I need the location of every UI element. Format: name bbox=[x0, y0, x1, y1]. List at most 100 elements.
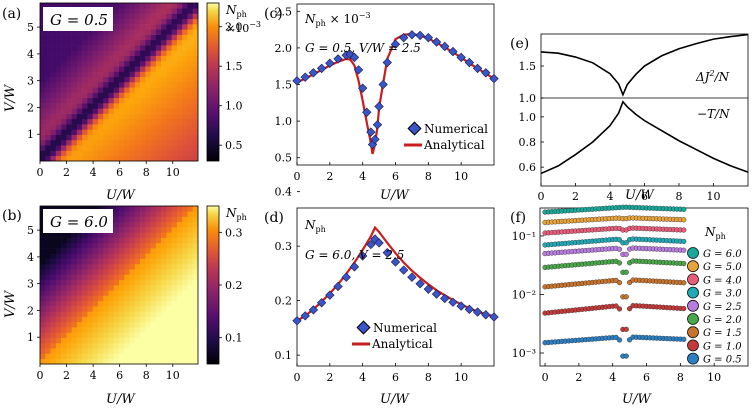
heatmap-cell bbox=[145, 232, 151, 238]
heatmap-cell bbox=[134, 97, 141, 104]
heatmap-cell bbox=[66, 242, 72, 249]
heatmap-cell bbox=[55, 342, 62, 349]
heatmap-cell bbox=[61, 321, 67, 328]
heatmap-cell bbox=[134, 60, 141, 67]
numerical-point bbox=[357, 251, 368, 261]
heatmap-cell bbox=[82, 258, 88, 265]
x-tick-label: 10 bbox=[166, 369, 180, 382]
heatmap-cell bbox=[182, 76, 188, 83]
heatmap-cell bbox=[119, 290, 125, 296]
heatmap-cell bbox=[150, 321, 157, 328]
heatmap-cell bbox=[119, 327, 125, 333]
y-tick-label: 0.1 bbox=[275, 349, 293, 362]
heatmap-cell bbox=[40, 295, 46, 302]
heatmap-cell bbox=[71, 311, 78, 317]
heatmap-cell bbox=[171, 8, 178, 14]
heatmap-cell bbox=[150, 8, 157, 14]
heatmap-cell bbox=[182, 8, 188, 14]
heatmap-cell bbox=[155, 3, 162, 9]
heatmap-cell bbox=[92, 279, 99, 286]
heatmap-cell bbox=[171, 263, 178, 270]
heatmap-cell bbox=[82, 274, 88, 281]
heatmap-cell bbox=[71, 55, 78, 62]
heatmap-cell bbox=[129, 348, 136, 354]
heatmap-cell bbox=[103, 34, 109, 41]
heatmap-cell bbox=[124, 311, 130, 317]
heatmap-cell bbox=[55, 232, 62, 238]
legend-f: G = 6.0G = 5.0G = 4.0G = 3.0G = 2.5G = 2… bbox=[687, 247, 742, 366]
heatmap-cell bbox=[176, 348, 183, 354]
heatmap-cell bbox=[119, 92, 125, 99]
heatmap-cell bbox=[150, 274, 157, 281]
heatmap-cell bbox=[82, 321, 88, 328]
heatmap-cell bbox=[187, 358, 194, 365]
heatmap-cell bbox=[71, 342, 78, 349]
y-tick-label: 0.3 bbox=[275, 240, 293, 253]
heatmap-cell bbox=[82, 150, 88, 157]
heatmap-cell bbox=[97, 353, 104, 360]
legend-entry: G = 1.5 bbox=[703, 328, 742, 339]
heatmap-cell bbox=[45, 76, 51, 83]
heatmap-cell bbox=[166, 39, 172, 46]
heatmap-cell bbox=[187, 327, 194, 333]
heatmap-cell bbox=[76, 337, 83, 344]
heatmap-cell bbox=[171, 103, 178, 109]
heatmap-cell bbox=[161, 248, 167, 254]
colorbar-a-scale: ×10−3 bbox=[226, 20, 261, 35]
heatmap-cell bbox=[92, 29, 99, 35]
y-tick-label: 1.0 bbox=[275, 115, 293, 128]
heatmap-cell bbox=[161, 134, 167, 141]
panel-label-f: (f) bbox=[510, 210, 526, 226]
heatmap-cell bbox=[166, 321, 172, 328]
heatmap-cell bbox=[61, 295, 67, 302]
heatmap-cell bbox=[176, 211, 183, 217]
heatmap-cell bbox=[61, 87, 67, 93]
heatmap-cell bbox=[124, 269, 130, 275]
heatmap-cell bbox=[124, 358, 130, 365]
heatmap-cell bbox=[171, 92, 178, 99]
heatmap-cell bbox=[50, 348, 57, 354]
heatmap-cell bbox=[145, 82, 151, 88]
heatmap-cell bbox=[119, 342, 125, 349]
heatmap-cell bbox=[182, 118, 188, 125]
heatmap-cell bbox=[108, 348, 115, 354]
heatmap-cell bbox=[134, 18, 141, 25]
heatmap-cell bbox=[50, 290, 57, 296]
heatmap-cell bbox=[166, 150, 172, 157]
heatmap-cell bbox=[92, 3, 99, 9]
heatmap-cell bbox=[87, 155, 93, 162]
heatmap-cell bbox=[61, 353, 67, 360]
heatmap-cell bbox=[166, 253, 172, 259]
heatmap-cell bbox=[176, 306, 183, 312]
colorbar-tick-label: 0.1 bbox=[225, 332, 243, 345]
heatmap-cell bbox=[161, 237, 167, 244]
heatmap-cell bbox=[166, 242, 172, 249]
heatmap-cell bbox=[176, 60, 183, 67]
heatmap-cell bbox=[87, 82, 93, 88]
heatmap-cell bbox=[113, 139, 120, 146]
heatmap-cell bbox=[171, 337, 178, 344]
heatmap-cell bbox=[61, 327, 67, 333]
heatmap-cell bbox=[82, 71, 88, 78]
heatmap-cell bbox=[171, 150, 178, 157]
heatmap-cell bbox=[40, 353, 46, 360]
heatmap-cell bbox=[134, 242, 141, 249]
heatmap-cell bbox=[61, 248, 67, 254]
heatmap-cell bbox=[161, 82, 167, 88]
heatmap-cell bbox=[71, 332, 78, 338]
heatmap-cell bbox=[66, 311, 72, 317]
heatmap-cell bbox=[155, 108, 162, 114]
heatmap-cell bbox=[71, 34, 78, 41]
numerical-point bbox=[489, 73, 499, 84]
heatmap-cell bbox=[66, 348, 72, 354]
heatmap-cell bbox=[92, 321, 99, 328]
heatmap-cell bbox=[50, 253, 57, 259]
heatmap-cell bbox=[176, 155, 183, 162]
heatmap-cell bbox=[76, 342, 83, 349]
x-tick-label: 2 bbox=[63, 166, 70, 179]
heatmap-cell bbox=[182, 3, 188, 9]
heatmap-cell bbox=[71, 269, 78, 275]
heatmap-cell bbox=[103, 71, 109, 78]
heatmap-cell bbox=[71, 248, 78, 254]
heatmap-cell bbox=[176, 274, 183, 281]
